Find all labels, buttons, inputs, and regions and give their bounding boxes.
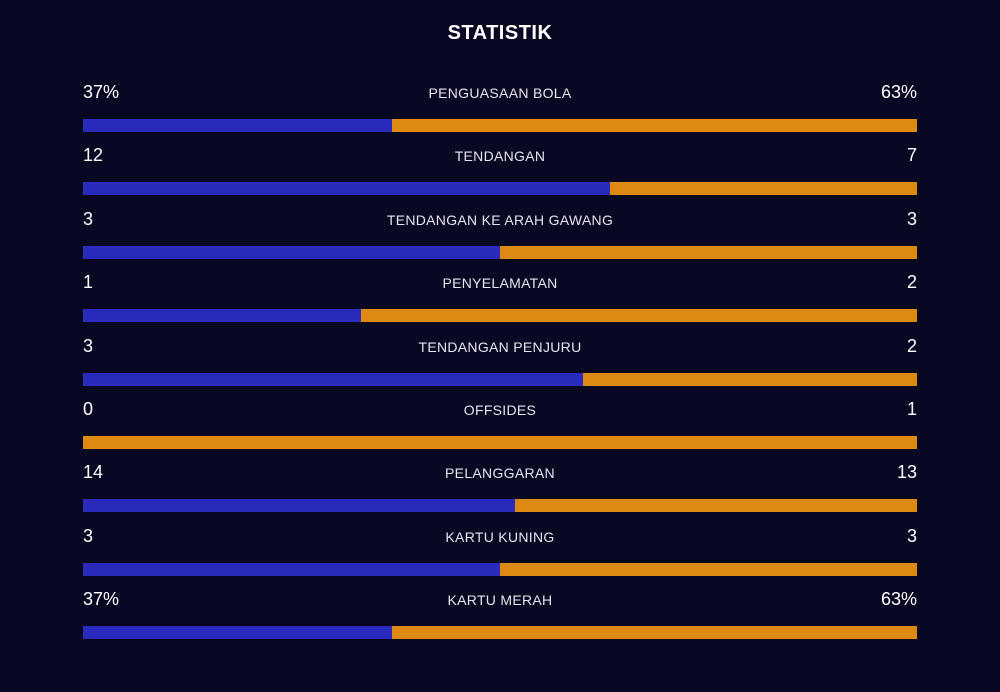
home-bar-segment: [83, 119, 392, 132]
away-value: 1: [906, 398, 917, 419]
stat-row-tendangan-penjuru: 3 TENDANGAN PENJURU 2: [83, 334, 917, 397]
stat-row-tendangan: 12 TENDANGAN 7: [83, 143, 917, 206]
away-value: 7: [906, 145, 917, 166]
comparison-bar: [83, 562, 917, 576]
stat-row-kartu-kuning: 3 KARTU KUNING 3: [83, 524, 917, 587]
home-value: 0: [83, 398, 94, 419]
stat-label: KARTU KUNING: [445, 528, 555, 545]
comparison-bar: [83, 372, 917, 386]
home-bar-segment: [83, 499, 516, 513]
stat-label: TENDANGAN: [454, 148, 546, 165]
stat-label: KARTU MERAH: [447, 592, 553, 609]
away-value: 63%: [880, 589, 917, 610]
home-value: 14: [83, 462, 104, 483]
stat-label: PENGUASAAN BOLA: [428, 85, 572, 101]
stat-label: TENDANGAN KE ARAH GAWANG: [386, 211, 614, 228]
away-value: 63%: [880, 82, 917, 102]
stat-label: PENYELAMATAN: [442, 275, 558, 292]
away-bar-segment: [391, 119, 917, 132]
away-value: 3: [906, 208, 917, 229]
stat-row-penguasaan-bola: 37% PENGUASAAN BOLA 63%: [83, 80, 917, 143]
home-bar-segment: [83, 372, 584, 386]
away-bar-segment: [83, 435, 917, 449]
away-bar-segment: [500, 245, 917, 259]
away-value: 2: [906, 335, 917, 356]
home-bar-segment: [83, 182, 610, 196]
stat-label: OFFSIDES: [463, 401, 537, 418]
comparison-bar: [83, 435, 917, 449]
page-title: STATISTIK: [447, 22, 553, 44]
home-bar-segment: [83, 562, 500, 576]
away-bar-segment: [500, 562, 917, 576]
stats-list: 37% PENGUASAAN BOLA 63% 12 TENDANGAN 7 3…: [83, 80, 917, 651]
comparison-bar: [83, 182, 917, 196]
stat-row-offsides: 0 OFFSIDES 1: [83, 397, 917, 460]
away-bar-segment: [515, 499, 917, 513]
home-bar-segment: [83, 626, 392, 640]
stat-label: TENDANGAN PENJURU: [418, 338, 582, 355]
stat-row-tendangan-ke-arah-gawang: 3 TENDANGAN KE ARAH GAWANG 3: [83, 207, 917, 270]
comparison-bar: [83, 626, 917, 640]
away-bar-segment: [360, 309, 917, 323]
home-value: 3: [83, 525, 94, 546]
home-value: 12: [83, 145, 104, 166]
stat-row-kartu-merah: 37% KARTU MERAH 63%: [83, 587, 917, 650]
away-bar-segment: [391, 626, 917, 640]
stat-label: PELANGGARAN: [445, 465, 555, 482]
home-bar-segment: [83, 245, 500, 259]
away-value: 13: [896, 462, 917, 483]
away-value: 3: [906, 525, 917, 546]
away-bar-segment: [609, 182, 917, 196]
comparison-bar: [83, 119, 917, 132]
home-value: 37%: [83, 589, 120, 610]
comparison-bar: [83, 309, 917, 323]
home-value: 37%: [83, 82, 120, 102]
home-value: 1: [83, 272, 94, 293]
stat-row-pelanggaran: 14 PELANGGARAN 13: [83, 460, 917, 523]
stat-row-penyelamatan: 1 PENYELAMATAN 2: [83, 270, 917, 333]
comparison-bar: [83, 499, 917, 513]
home-value: 3: [83, 208, 94, 229]
home-value: 3: [83, 335, 94, 356]
away-bar-segment: [583, 372, 917, 386]
home-bar-segment: [83, 309, 361, 323]
away-value: 2: [906, 272, 917, 293]
comparison-bar: [83, 245, 917, 259]
